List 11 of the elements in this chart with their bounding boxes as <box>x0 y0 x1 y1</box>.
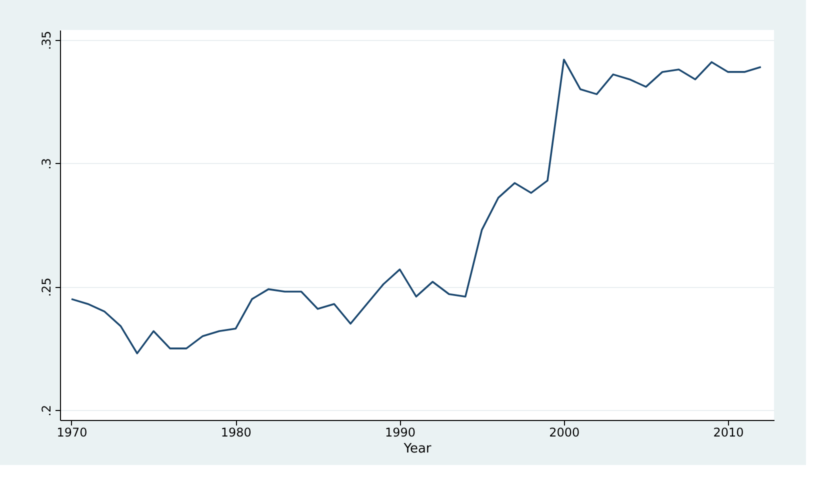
x-tick-label: 1980 <box>220 426 252 440</box>
x-axis-title: Year <box>402 442 432 456</box>
y-tick-label: .2 <box>40 404 54 416</box>
x-tick-label: 1970 <box>56 426 88 440</box>
x-tick-label: 2010 <box>713 426 744 440</box>
y-tick-label: .35 <box>40 30 54 50</box>
y-tick-label: .25 <box>40 278 54 297</box>
x-tick-label: 2000 <box>549 426 580 440</box>
line-series <box>70 58 762 354</box>
y-tick-label: .3 <box>40 158 54 170</box>
x-tick-label: 1990 <box>384 426 416 440</box>
